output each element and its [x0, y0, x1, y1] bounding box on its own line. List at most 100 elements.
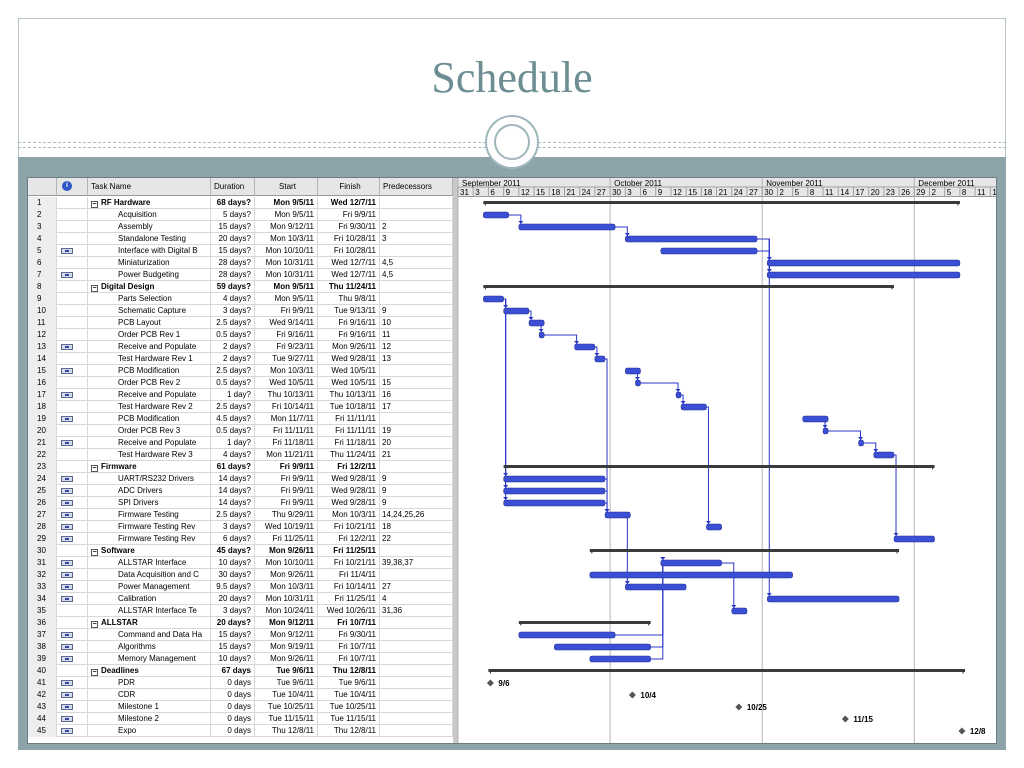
task-finish[interactable]: Fri 9/30/11: [318, 221, 380, 233]
collapse-toggle-icon[interactable]: −: [91, 549, 98, 556]
task-name[interactable]: Expo: [88, 725, 211, 737]
task-duration[interactable]: 20 days?: [211, 617, 255, 629]
task-predecessors[interactable]: [380, 365, 453, 377]
task-duration[interactable]: 67 days: [211, 665, 255, 677]
header-finish[interactable]: Finish: [318, 178, 380, 196]
task-row[interactable]: 14 Test Hardware Rev 1 2 days? Tue 9/27/11 W…: [28, 353, 453, 365]
task-duration[interactable]: 28 days?: [211, 269, 255, 281]
task-row[interactable]: 13 Receive and Populate 2 days? Fri 9/23/11…: [28, 341, 453, 353]
task-row[interactable]: 45 Expo 0 days Thu 12/8/11 Thu 12/8/11: [28, 725, 453, 737]
task-start[interactable]: Tue 11/15/11: [255, 713, 318, 725]
task-duration[interactable]: 0.5 days?: [211, 329, 255, 341]
task-name[interactable]: Milestone 1: [88, 701, 211, 713]
task-row[interactable]: 11 PCB Layout 2.5 days? Wed 9/14/11 Fri 9/16…: [28, 317, 453, 329]
task-finish[interactable]: Tue 10/18/11: [318, 401, 380, 413]
task-start[interactable]: Tue 9/27/11: [255, 353, 318, 365]
task-start[interactable]: Mon 9/5/11: [255, 293, 318, 305]
task-duration[interactable]: 61 days?: [211, 461, 255, 473]
notes-indicator-icon[interactable]: [61, 524, 73, 530]
task-predecessors[interactable]: [380, 293, 453, 305]
task-duration[interactable]: 14 days?: [211, 473, 255, 485]
collapse-toggle-icon[interactable]: −: [91, 621, 98, 628]
task-start[interactable]: Mon 9/26/11: [255, 653, 318, 665]
notes-indicator-icon[interactable]: [61, 500, 73, 506]
task-name[interactable]: Firmware Testing Rev: [88, 533, 211, 545]
task-name[interactable]: − RF Hardware: [88, 197, 211, 209]
task-predecessors[interactable]: [380, 653, 453, 665]
task-duration[interactable]: 2 days?: [211, 353, 255, 365]
task-start[interactable]: Fri 11/18/11: [255, 437, 318, 449]
task-duration[interactable]: 15 days?: [211, 629, 255, 641]
task-row[interactable]: 41 PDR 0 days Tue 9/6/11 Tue 9/6/11: [28, 677, 453, 689]
task-name[interactable]: Parts Selection: [88, 293, 211, 305]
collapse-toggle-icon[interactable]: −: [91, 465, 98, 472]
task-row[interactable]: 22 Test Hardware Rev 3 4 days? Mon 11/21/11…: [28, 449, 453, 461]
task-finish[interactable]: Tue 10/25/11: [318, 701, 380, 713]
task-row[interactable]: 5 Interface with Digital B 15 days? Mon 10/…: [28, 245, 453, 257]
task-predecessors[interactable]: [380, 629, 453, 641]
task-finish[interactable]: Wed 10/5/11: [318, 377, 380, 389]
task-duration[interactable]: 0 days: [211, 713, 255, 725]
task-duration[interactable]: 45 days?: [211, 545, 255, 557]
task-name[interactable]: Command and Data Ha: [88, 629, 211, 641]
notes-indicator-icon[interactable]: [61, 584, 73, 590]
task-finish[interactable]: Tue 11/15/11: [318, 713, 380, 725]
task-row[interactable]: 25 ADC Drivers 14 days? Fri 9/9/11 Wed 9/28/…: [28, 485, 453, 497]
task-start[interactable]: Mon 10/10/11: [255, 245, 318, 257]
task-start[interactable]: Mon 11/7/11: [255, 413, 318, 425]
task-predecessors[interactable]: 39,38,37: [380, 557, 453, 569]
task-row[interactable]: 1− RF Hardware 68 days? Mon 9/5/11 Wed 12/7/…: [28, 197, 453, 209]
task-predecessors[interactable]: 19: [380, 425, 453, 437]
task-finish[interactable]: Tue 9/13/11: [318, 305, 380, 317]
task-duration[interactable]: 30 days?: [211, 569, 255, 581]
notes-indicator-icon[interactable]: [61, 680, 73, 686]
task-name[interactable]: Standalone Testing: [88, 233, 211, 245]
task-row[interactable]: 6 Miniaturization 28 days? Mon 10/31/11 Wed …: [28, 257, 453, 269]
notes-indicator-icon[interactable]: [61, 476, 73, 482]
task-duration[interactable]: 5 days?: [211, 209, 255, 221]
notes-indicator-icon[interactable]: [61, 716, 73, 722]
notes-indicator-icon[interactable]: [61, 488, 73, 494]
task-row[interactable]: 37 Command and Data Ha 15 days? Mon 9/12/11…: [28, 629, 453, 641]
task-start[interactable]: Fri 10/14/11: [255, 401, 318, 413]
task-duration[interactable]: 0 days: [211, 689, 255, 701]
task-predecessors[interactable]: 21: [380, 449, 453, 461]
task-predecessors[interactable]: 9: [380, 485, 453, 497]
task-finish[interactable]: Wed 9/28/11: [318, 485, 380, 497]
notes-indicator-icon[interactable]: [61, 272, 73, 278]
task-duration[interactable]: 14 days?: [211, 497, 255, 509]
task-duration[interactable]: 2.5 days?: [211, 317, 255, 329]
task-finish[interactable]: Fri 11/4/11: [318, 569, 380, 581]
header-duration[interactable]: Duration: [211, 178, 255, 196]
task-row[interactable]: 10 Schematic Capture 3 days? Fri 9/9/11 Tue …: [28, 305, 453, 317]
task-name[interactable]: ALLSTAR Interface: [88, 557, 211, 569]
task-predecessors[interactable]: 13: [380, 353, 453, 365]
task-start[interactable]: Fri 9/9/11: [255, 305, 318, 317]
task-row[interactable]: 27 Firmware Testing 2.5 days? Thu 9/29/11 Mo…: [28, 509, 453, 521]
notes-indicator-icon[interactable]: [61, 728, 73, 734]
task-finish[interactable]: Fri 10/28/11: [318, 233, 380, 245]
task-start[interactable]: Wed 10/19/11: [255, 521, 318, 533]
task-duration[interactable]: 0.5 days?: [211, 377, 255, 389]
notes-indicator-icon[interactable]: [61, 536, 73, 542]
task-name[interactable]: − Firmware: [88, 461, 211, 473]
task-finish[interactable]: Fri 11/11/11: [318, 425, 380, 437]
task-row[interactable]: 23− Firmware 61 days? Fri 9/9/11 Fri 12/2/11: [28, 461, 453, 473]
task-predecessors[interactable]: [380, 569, 453, 581]
task-start[interactable]: Thu 9/29/11: [255, 509, 318, 521]
task-start[interactable]: Mon 10/3/11: [255, 233, 318, 245]
task-finish[interactable]: Mon 10/3/11: [318, 509, 380, 521]
task-duration[interactable]: 20 days?: [211, 593, 255, 605]
task-name[interactable]: Receive and Populate: [88, 389, 211, 401]
task-start[interactable]: Mon 10/3/11: [255, 365, 318, 377]
task-finish[interactable]: Tue 10/4/11: [318, 689, 380, 701]
task-start[interactable]: Mon 10/3/11: [255, 581, 318, 593]
task-finish[interactable]: Fri 12/2/11: [318, 533, 380, 545]
task-duration[interactable]: 10 days?: [211, 653, 255, 665]
task-finish[interactable]: Wed 12/7/11: [318, 257, 380, 269]
task-row[interactable]: 34 Calibration 20 days? Mon 10/31/11 Fri 11/…: [28, 593, 453, 605]
task-row[interactable]: 16 Order PCB Rev 2 0.5 days? Wed 10/5/11 Wed…: [28, 377, 453, 389]
task-predecessors[interactable]: [380, 245, 453, 257]
task-predecessors[interactable]: 9: [380, 497, 453, 509]
